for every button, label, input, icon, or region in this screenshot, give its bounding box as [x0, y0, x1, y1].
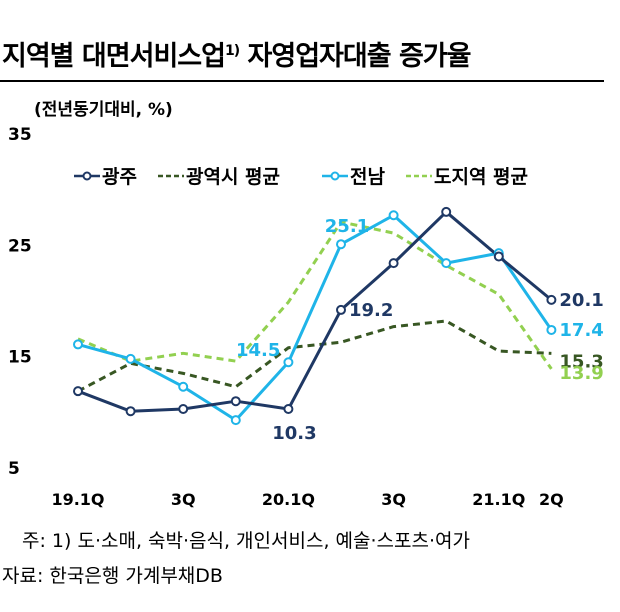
chart-title-rest: 자영업자대출 증가율 — [247, 41, 472, 72]
source-note: 자료: 한국은행 가계부채DB — [2, 565, 223, 587]
x-tick-label-8: 21.1Q — [472, 490, 525, 509]
data-label-6: 15.3 — [559, 351, 603, 372]
y-tick-label-2: 25 — [8, 236, 32, 256]
x-tick-label-6: 3Q — [381, 490, 406, 509]
chart-title-main: 지역별 대면서비스업 — [2, 41, 226, 72]
series-2-point-7 — [441, 258, 452, 269]
series-2-point-5 — [336, 239, 346, 250]
series-2-point-0 — [73, 339, 83, 350]
series-2-point-4 — [283, 357, 294, 368]
series-2-point-2 — [178, 381, 189, 392]
unit-label: (전년동기대비, %) — [34, 100, 173, 120]
series-0-point-4 — [283, 403, 294, 414]
legend-marker-2 — [330, 171, 340, 181]
series-line-2 — [77, 213, 553, 422]
x-tick-label-0: 19.1Q — [51, 490, 104, 509]
chart-title-footnote-mark: 1) — [224, 43, 240, 59]
series-2-point-6 — [388, 210, 399, 221]
series-0-point-2 — [178, 403, 189, 414]
series-0-point-6 — [388, 258, 399, 269]
title-underline — [0, 80, 604, 82]
legend-label-3: 도지역 평균 — [434, 166, 528, 188]
data-label-0: 10.3 — [272, 423, 316, 444]
x-tick-label-4: 20.1Q — [262, 490, 315, 509]
series-0-point-8 — [493, 251, 504, 262]
legend-label-1: 광역시 평균 — [186, 166, 280, 188]
series-0-point-1 — [125, 406, 136, 417]
series-0-point-5 — [336, 304, 346, 315]
x-tick-label-2: 3Q — [171, 490, 196, 509]
series-line-1 — [77, 319, 552, 393]
y-tick-label-0: 5 — [8, 459, 20, 479]
data-label-2: 20.1 — [559, 290, 603, 311]
data-label-5: 17.4 — [559, 320, 603, 341]
series-line-3 — [77, 220, 553, 370]
series-0-point-7 — [441, 206, 452, 217]
series-line-0 — [77, 210, 553, 413]
chart-title: 지역별 대면서비스업1) 자영업자대출 증가율 — [2, 34, 472, 73]
series-2-point-1 — [125, 353, 136, 364]
data-label-7: 13.9 — [559, 363, 603, 384]
legend-marker-0 — [82, 171, 92, 181]
data-label-1: 19.2 — [349, 300, 393, 321]
series-0-point-9 — [546, 294, 557, 305]
footnote: 주: 1) 도·소매, 숙박·음식, 개인서비스, 예술·스포츠·여가 — [22, 530, 470, 552]
legend-label-0: 광주 — [102, 166, 137, 188]
x-tick-label-9: 2Q — [539, 490, 564, 509]
series-2-point-3 — [230, 415, 241, 426]
series-0-point-0 — [73, 386, 83, 397]
series-2-point-9 — [546, 324, 557, 335]
data-label-3: 14.5 — [236, 340, 280, 361]
data-label-4: 25.1 — [325, 216, 369, 237]
series-0-point-3 — [230, 396, 241, 407]
legend-label-2: 전남 — [350, 166, 385, 188]
y-tick-label-3: 35 — [8, 125, 32, 145]
y-tick-label-1: 15 — [8, 348, 32, 368]
